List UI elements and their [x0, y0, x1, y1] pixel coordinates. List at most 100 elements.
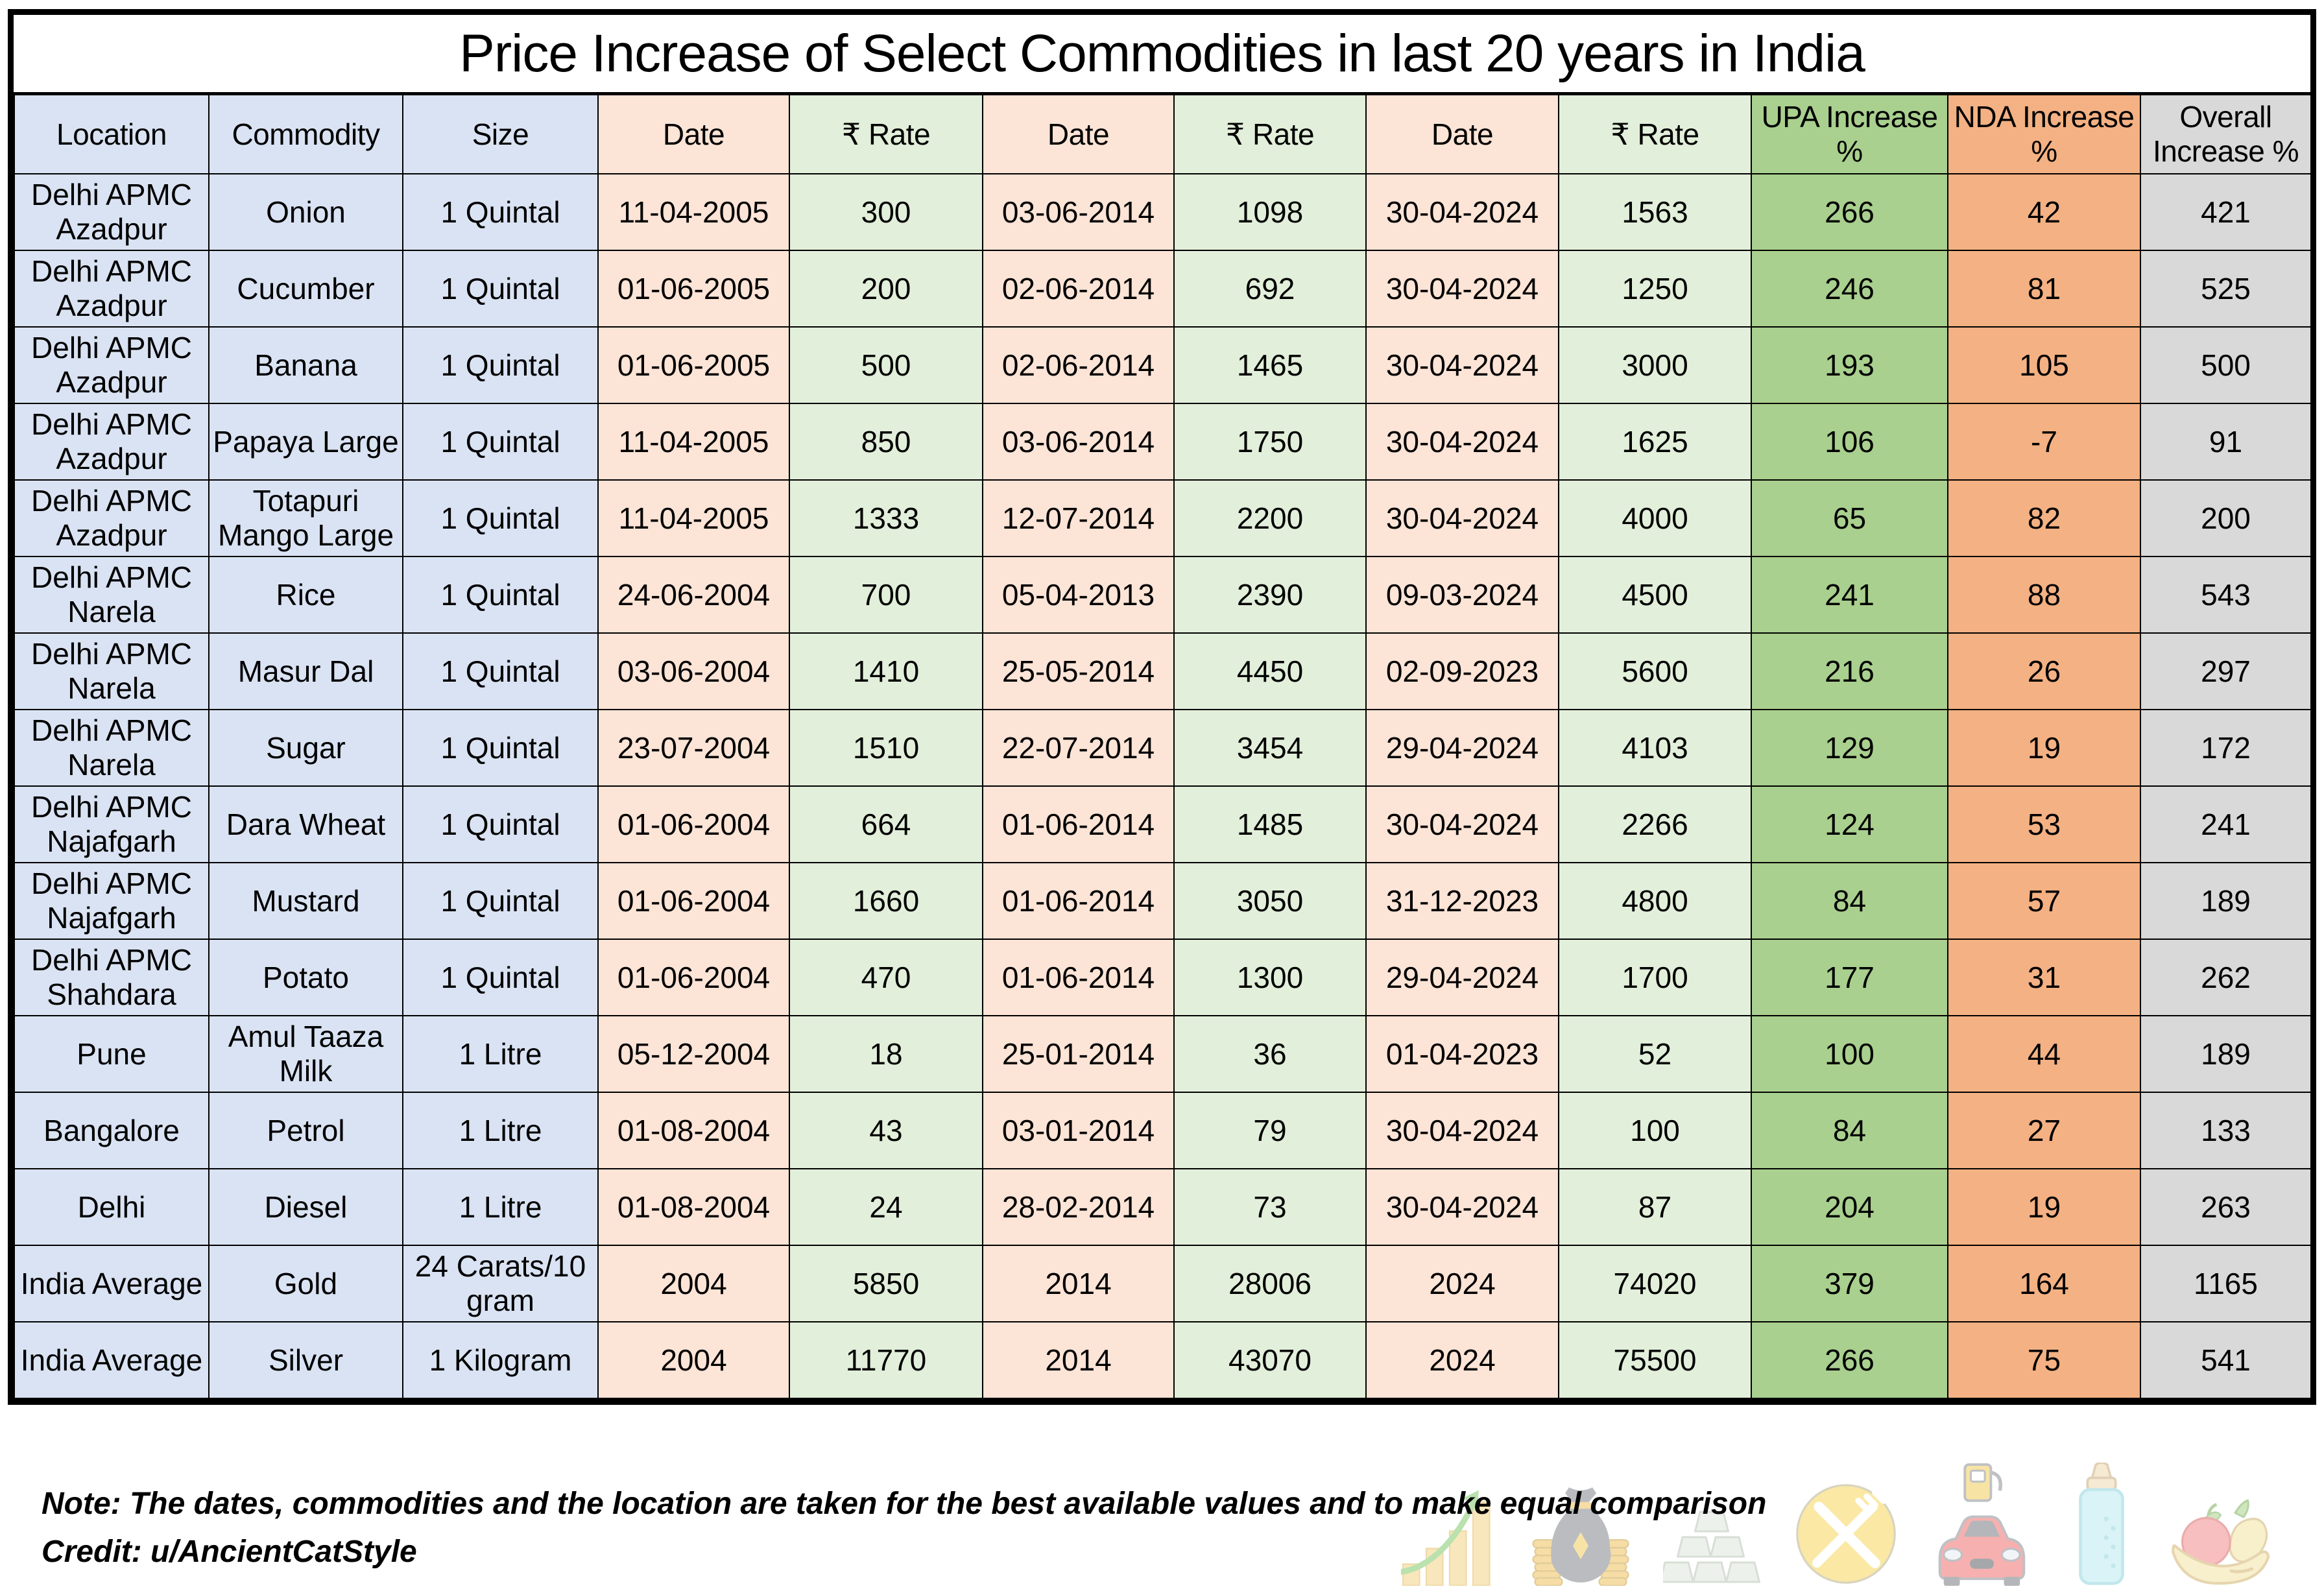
- table-cell: 100: [1558, 1092, 1752, 1169]
- table-cell: 79: [1173, 1092, 1367, 1169]
- table-cell: 53: [1947, 785, 2141, 863]
- table-cell: 75: [1947, 1321, 2141, 1399]
- column-header: ₹ Rate: [1558, 94, 1752, 174]
- table-cell: 11-04-2005: [597, 403, 790, 481]
- table-cell: 30-04-2024: [1365, 403, 1559, 481]
- table-cell: 200: [2140, 479, 2312, 557]
- table-cell: Delhi APMC Azadpur: [14, 479, 210, 557]
- table-cell: Delhi APMC Narela: [14, 556, 210, 634]
- table-cell: 31-12-2023: [1365, 862, 1559, 940]
- table-cell: 73: [1173, 1168, 1367, 1246]
- table-cell: 1 Quintal: [402, 326, 599, 404]
- table-cell: Delhi APMC Azadpur: [14, 250, 210, 328]
- money-bag-icon: [1532, 1487, 1629, 1586]
- table-cell: 1750: [1173, 403, 1367, 481]
- table-cell: 03-06-2014: [982, 403, 1175, 481]
- footnote: Note: The dates, commodities and the loc…: [42, 1480, 1766, 1576]
- table-cell: 4000: [1558, 479, 1752, 557]
- table-cell: 1465: [1173, 326, 1367, 404]
- table-cell: 1 Kilogram: [402, 1321, 599, 1399]
- table-cell: 09-03-2024: [1365, 556, 1559, 634]
- table-cell: Bangalore: [14, 1092, 210, 1169]
- table-cell: 129: [1751, 709, 1948, 787]
- table-cell: 241: [1751, 556, 1948, 634]
- table-cell: Mustard: [208, 862, 403, 940]
- table-cell: Diesel: [208, 1168, 403, 1246]
- table-row: India Average Gold 24 Carats/10 gram 2004 58…: [14, 1245, 2312, 1322]
- table-cell: 03-06-2014: [982, 173, 1175, 251]
- table-cell: 30-04-2024: [1365, 479, 1559, 557]
- table-cell: 29-04-2024: [1365, 939, 1559, 1016]
- table-cell: 88: [1947, 556, 2141, 634]
- table-cell: 11-04-2005: [597, 479, 790, 557]
- table-cell: 75500: [1558, 1321, 1752, 1399]
- table-cell: 01-06-2014: [982, 862, 1175, 940]
- table-cell: 25-01-2014: [982, 1015, 1175, 1093]
- table-row: Delhi APMC Najafgarh Dara Wheat 1 Quintal 0…: [14, 785, 2312, 863]
- table-cell: 19: [1947, 1168, 2141, 1246]
- table-cell: 100: [1751, 1015, 1948, 1093]
- table-cell: 124: [1751, 785, 1948, 863]
- table-cell: 1 Quintal: [402, 632, 599, 710]
- table-cell: 216: [1751, 632, 1948, 710]
- table-cell: 18: [789, 1015, 983, 1093]
- table-cell: 57: [1947, 862, 2141, 940]
- table-cell: 543: [2140, 556, 2312, 634]
- table-row: Delhi APMC Najafgarh Mustard 1 Quintal 01-0…: [14, 862, 2312, 940]
- table-cell: 1 Litre: [402, 1015, 599, 1093]
- table-cell: 24-06-2004: [597, 556, 790, 634]
- table-cell: 4103: [1558, 709, 1752, 787]
- table-cell: Pune: [14, 1015, 210, 1093]
- table-cell: 1333: [789, 479, 983, 557]
- table-cell: India Average: [14, 1245, 210, 1322]
- table-cell: 01-06-2014: [982, 785, 1175, 863]
- table-cell: Delhi APMC Najafgarh: [14, 862, 210, 940]
- table-cell: 106: [1751, 403, 1948, 481]
- table-body: Delhi APMC Azadpur Onion 1 Quintal 11-04-20…: [14, 173, 2312, 1399]
- table-cell: 82: [1947, 479, 2141, 557]
- table-cell: 30-04-2024: [1365, 250, 1559, 328]
- table-cell: 30-04-2024: [1365, 326, 1559, 404]
- table-cell: 200: [789, 250, 983, 328]
- table-cell: 1 Quintal: [402, 403, 599, 481]
- table-row: Delhi APMC Narela Masur Dal 1 Quintal 03-06…: [14, 632, 2312, 710]
- table-cell: 12-07-2014: [982, 479, 1175, 557]
- table-cell: 189: [2140, 1015, 2312, 1093]
- column-header: Overall Increase %: [2140, 94, 2312, 174]
- table-cell: 01-08-2004: [597, 1092, 790, 1169]
- table-cell: Totapuri Mango Large: [208, 479, 403, 557]
- table-cell: Delhi APMC Azadpur: [14, 173, 210, 251]
- table-cell: 87: [1558, 1168, 1752, 1246]
- table-cell: 84: [1751, 862, 1948, 940]
- table-cell: 1563: [1558, 173, 1752, 251]
- table-cell: Delhi APMC Shahdara: [14, 939, 210, 1016]
- table-cell: 01-06-2014: [982, 939, 1175, 1016]
- table-cell: Delhi APMC Najafgarh: [14, 785, 210, 863]
- table-row: India Average Silver 1 Kilogram 2004 11770 20…: [14, 1321, 2312, 1399]
- table-cell: 1 Quintal: [402, 785, 599, 863]
- table-cell: Petrol: [208, 1092, 403, 1169]
- table-cell: Onion: [208, 173, 403, 251]
- table-cell: 193: [1751, 326, 1948, 404]
- table-cell: 24 Carats/10 gram: [402, 1245, 599, 1322]
- table-cell: 1 Quintal: [402, 173, 599, 251]
- table-cell: 1 Litre: [402, 1168, 599, 1246]
- table-cell: 11770: [789, 1321, 983, 1399]
- table-cell: Delhi APMC Azadpur: [14, 403, 210, 481]
- table-cell: India Average: [14, 1321, 210, 1399]
- table-cell: 189: [2140, 862, 2312, 940]
- table-cell: Sugar: [208, 709, 403, 787]
- table-cell: 1300: [1173, 939, 1367, 1016]
- table-cell: 02-06-2014: [982, 326, 1175, 404]
- table-cell: 664: [789, 785, 983, 863]
- table-cell: 262: [2140, 939, 2312, 1016]
- table-cell: 133: [2140, 1092, 2312, 1169]
- table-cell: Amul Taaza Milk: [208, 1015, 403, 1093]
- commodity-price-table-frame: Price Increase of Select Commodities in …: [8, 9, 2316, 1405]
- table-cell: 2390: [1173, 556, 1367, 634]
- table-cell: 28-02-2014: [982, 1168, 1175, 1246]
- table-row: Delhi Diesel 1 Litre 01-08-2004 24 28-02-2014…: [14, 1168, 2312, 1246]
- table-cell: 01-04-2023: [1365, 1015, 1559, 1093]
- column-header: Size: [402, 94, 599, 174]
